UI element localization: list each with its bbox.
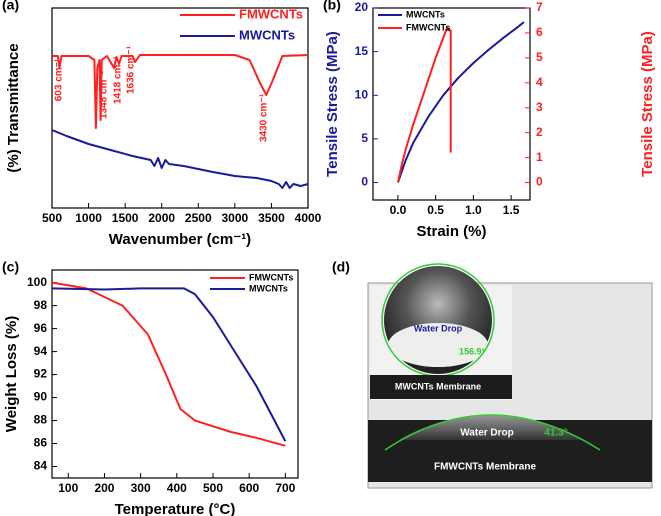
data-line [52, 54, 309, 129]
x-tick-label: 1.5 [503, 203, 520, 217]
x-tick-label: 1.0 [465, 203, 482, 217]
drop-reflection [388, 323, 488, 367]
x-tick-label: 2000 [148, 211, 175, 225]
plot-frame [51, 269, 299, 479]
x-tick-label: 3500 [258, 211, 285, 225]
y2-tick-label: 2 [536, 125, 543, 139]
x-tick-label: 1000 [75, 211, 102, 225]
y2-tick-label: 4 [536, 75, 543, 89]
data-line [51, 287, 287, 442]
y2-tick-label: 6 [536, 25, 543, 39]
annotation: 3430 cm⁻¹ [259, 93, 270, 142]
legend-label: FMWCNTs [249, 272, 293, 282]
x-tick-label: 500 [42, 211, 62, 225]
x-tick-label: 400 [167, 481, 187, 495]
x-tick-label: 300 [131, 481, 151, 495]
y-tick-label: 5 [361, 131, 368, 145]
y-tick-label: 0 [361, 175, 368, 189]
legend-label: MWCNTs [249, 283, 288, 293]
y-tick-label: 92 [34, 367, 48, 381]
x-tick-label: 600 [239, 481, 259, 495]
plot-frame [372, 7, 531, 201]
x-tick-label: 200 [94, 481, 114, 495]
y-axis-label: Weight Loss (%) [3, 316, 20, 432]
drop-label: Water Drop [460, 428, 514, 439]
data-line [51, 129, 309, 189]
annotation: 1636 cm⁻¹ [126, 45, 137, 94]
data-line [396, 21, 525, 183]
x-axis-label: Wavenumber (cm⁻¹) [109, 231, 251, 248]
x-tick-label: 100 [58, 481, 78, 495]
y2-tick-label: 1 [536, 150, 543, 164]
membrane-label: FMWCNTs Membrane [434, 462, 536, 473]
x-axis-label: Strain (%) [416, 223, 486, 240]
plot-frame [51, 7, 309, 209]
x-tick-label: 500 [203, 481, 223, 495]
annotation: 603 cm⁻¹ [54, 58, 65, 101]
y-tick-label: 86 [34, 436, 48, 450]
panel-label: (c) [2, 259, 19, 275]
annotation: 1348 cm⁻¹ [99, 70, 110, 119]
y-tick-label: 84 [34, 459, 48, 473]
y2-tick-label: 0 [536, 175, 543, 189]
x-tick-label: 1500 [112, 211, 139, 225]
membrane [370, 375, 512, 399]
legend-label: FMWCNTs [239, 6, 303, 21]
y-axis-label: (%) Transmittance [5, 43, 22, 172]
y-tick-label: 96 [34, 321, 48, 335]
y-tick-label: 20 [355, 0, 369, 14]
panel-label: (d) [332, 259, 350, 275]
panel-label: (b) [323, 0, 341, 13]
angle-label: 41.3° [544, 428, 567, 439]
panel-label: (a) [2, 0, 19, 13]
legend-label: MWCNTs [406, 9, 445, 19]
y-tick-label: 100 [27, 275, 47, 289]
legend-label: FMWCNTs [406, 22, 450, 32]
annotation: 1418 cm⁻¹ [113, 55, 124, 104]
y-tick-label: 90 [34, 390, 48, 404]
data-line [51, 281, 286, 447]
data-line [396, 26, 452, 183]
x-tick-label: 4000 [295, 211, 322, 225]
legend-label: MWCNTs [239, 27, 295, 42]
x-tick-label: 700 [275, 481, 295, 495]
drop-label: Water Drop [414, 323, 463, 333]
membrane-label: MWCNTs Membrane [395, 381, 481, 391]
photo-panel: (d) Water Drop 156.9° MWCNTs Membrane Wa… [332, 259, 653, 489]
y-tick-label: 10 [355, 87, 369, 101]
x-tick-label: 0.5 [427, 203, 444, 217]
y-axis-label: Tensile Stress (MPa) [324, 31, 341, 177]
y-tick-label: 98 [34, 298, 48, 312]
y-tick-label: 15 [355, 44, 369, 58]
y2-tick-label: 5 [536, 50, 543, 64]
y2-axis-label: Tensile Stress (MPa) [639, 31, 656, 177]
angle-label: 156.9° [459, 346, 486, 356]
x-tick-label: 2500 [185, 211, 212, 225]
x-axis-label: Temperature (°C) [115, 501, 236, 516]
y2-tick-label: 7 [536, 0, 543, 14]
x-tick-label: 0.0 [390, 203, 407, 217]
y-tick-label: 88 [34, 413, 48, 427]
contact-arc [384, 414, 601, 451]
y-tick-label: 94 [34, 344, 48, 358]
x-tick-label: 3000 [222, 211, 249, 225]
y2-tick-label: 3 [536, 100, 543, 114]
